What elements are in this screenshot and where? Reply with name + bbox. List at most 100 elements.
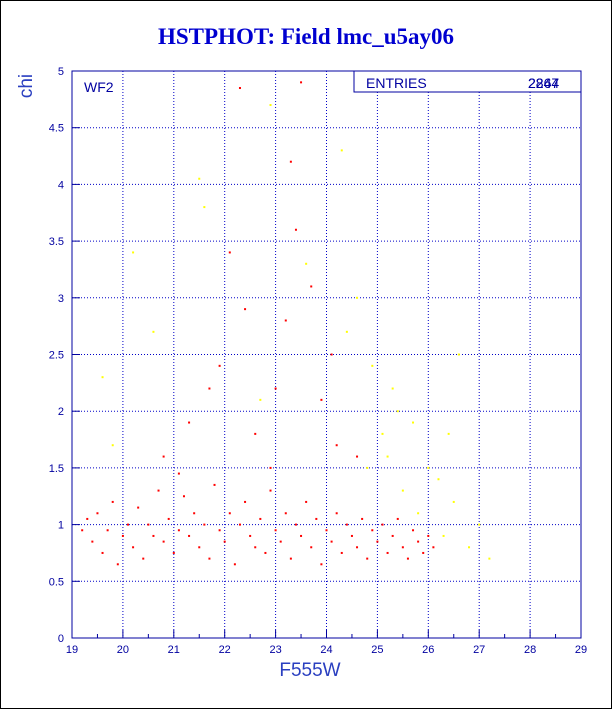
data-point bbox=[162, 540, 165, 543]
data-point bbox=[442, 534, 445, 537]
stats-entries-value-2: 2864 bbox=[528, 75, 559, 91]
x-tick-label: 23 bbox=[269, 644, 281, 656]
data-point bbox=[381, 432, 384, 435]
data-point bbox=[366, 557, 369, 560]
data-point bbox=[264, 551, 267, 554]
data-point bbox=[254, 546, 257, 549]
data-point bbox=[116, 563, 119, 566]
y-tick-label: 2 bbox=[58, 406, 64, 418]
data-point bbox=[406, 557, 409, 560]
stats-box-frame bbox=[353, 70, 582, 93]
data-point bbox=[279, 540, 282, 543]
data-points bbox=[81, 81, 491, 566]
data-point bbox=[269, 466, 272, 469]
data-point bbox=[412, 529, 415, 532]
data-point bbox=[254, 432, 257, 435]
y-tick-label: 4.5 bbox=[49, 123, 64, 135]
data-point bbox=[396, 517, 399, 520]
data-point bbox=[198, 177, 201, 180]
x-axis-label: F555W bbox=[279, 660, 340, 681]
x-tick-label: 27 bbox=[473, 644, 485, 656]
data-point bbox=[386, 455, 389, 458]
data-point bbox=[152, 330, 155, 333]
data-point bbox=[315, 517, 318, 520]
data-point bbox=[340, 551, 343, 554]
data-point bbox=[427, 466, 430, 469]
data-point bbox=[391, 534, 394, 537]
data-point bbox=[106, 529, 109, 532]
data-point bbox=[86, 517, 89, 520]
data-point bbox=[325, 529, 328, 532]
data-point bbox=[300, 534, 303, 537]
data-point bbox=[305, 262, 308, 265]
data-point bbox=[361, 517, 364, 520]
x-tick-label: 25 bbox=[371, 644, 383, 656]
data-point bbox=[412, 421, 415, 424]
data-point bbox=[228, 251, 231, 254]
data-point bbox=[188, 421, 191, 424]
data-point bbox=[376, 540, 379, 543]
data-point bbox=[401, 489, 404, 492]
y-tick-label: 0 bbox=[58, 633, 64, 645]
data-point bbox=[208, 387, 211, 390]
data-point bbox=[289, 557, 292, 560]
axis-ticks: 19 20 21 22 23 24 25 26 27 28 29 0 0.5 1 1.5 2 2.5 3 3.5 4 4… bbox=[49, 66, 587, 656]
data-point bbox=[259, 517, 262, 520]
x-tick-label: 22 bbox=[219, 644, 231, 656]
data-point bbox=[167, 517, 170, 520]
data-point bbox=[391, 387, 394, 390]
data-point bbox=[294, 523, 297, 526]
data-point bbox=[310, 546, 313, 549]
data-point bbox=[274, 387, 277, 390]
data-point bbox=[427, 534, 430, 537]
data-point bbox=[335, 444, 338, 447]
data-point bbox=[203, 523, 206, 526]
stats-entries-label: ENTRIES bbox=[366, 75, 427, 91]
data-point bbox=[91, 540, 94, 543]
data-point bbox=[305, 500, 308, 503]
data-point bbox=[137, 506, 140, 509]
data-point bbox=[294, 228, 297, 231]
data-point bbox=[238, 87, 241, 90]
data-point bbox=[330, 353, 333, 356]
data-point bbox=[249, 534, 252, 537]
stats-entries-value-1: 2247 bbox=[528, 75, 559, 91]
data-point bbox=[213, 483, 216, 486]
data-point bbox=[371, 364, 374, 367]
data-point bbox=[198, 546, 201, 549]
x-tick-label: 24 bbox=[320, 644, 332, 656]
data-point bbox=[111, 500, 114, 503]
data-point bbox=[147, 523, 150, 526]
y-tick-label: 1 bbox=[58, 520, 64, 532]
data-point bbox=[259, 398, 262, 401]
x-tick-label: 26 bbox=[422, 644, 434, 656]
data-point bbox=[371, 529, 374, 532]
chart-title: HSTPHOT: Field lmc_u5ay06 bbox=[157, 24, 455, 49]
data-point bbox=[396, 410, 399, 413]
y-tick-label: 5 bbox=[58, 66, 64, 78]
data-point bbox=[182, 495, 185, 498]
data-point bbox=[320, 398, 323, 401]
data-point bbox=[289, 160, 292, 163]
data-point bbox=[81, 529, 84, 532]
data-point bbox=[274, 529, 277, 532]
data-point bbox=[457, 353, 460, 356]
x-tick-label: 19 bbox=[66, 644, 78, 656]
data-point bbox=[101, 376, 104, 379]
data-point bbox=[177, 529, 180, 532]
data-point bbox=[269, 489, 272, 492]
data-point bbox=[132, 546, 135, 549]
data-point bbox=[218, 529, 221, 532]
data-point bbox=[96, 512, 99, 515]
data-point bbox=[335, 512, 338, 515]
y-tick-label: 4 bbox=[58, 179, 64, 191]
x-tick-label: 20 bbox=[117, 644, 129, 656]
data-point bbox=[381, 523, 384, 526]
data-point bbox=[447, 432, 450, 435]
panel-annotation: WF2 bbox=[84, 79, 114, 95]
x-tick-label: 29 bbox=[575, 644, 587, 656]
data-point bbox=[101, 551, 104, 554]
data-point bbox=[111, 444, 114, 447]
data-point bbox=[269, 104, 272, 107]
